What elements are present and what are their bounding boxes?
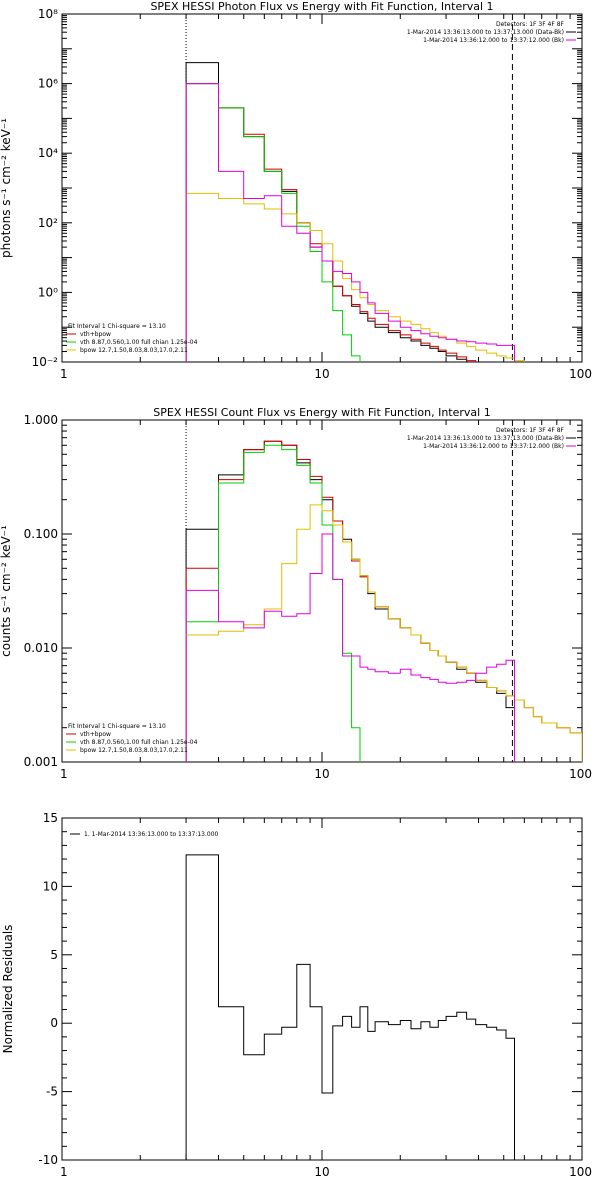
residuals-panel: Normalized Residuals 1 10 100 -10 -5 0 5 10 15 1. …	[1, 811, 592, 1179]
y-tick-label: 0	[50, 1016, 58, 1030]
series-bpow-line	[185, 192, 525, 362]
count-flux-panel: SPEX HESSI Count Flux vs Energy with Fit…	[0, 406, 592, 781]
y-tick-label: 10⁰	[38, 285, 58, 299]
x-tick-label: 1	[60, 367, 68, 381]
series-data-bk-line	[185, 440, 515, 762]
x-tick-label: 10	[314, 767, 329, 781]
plot-frame	[61, 419, 583, 763]
x-tick-label: 100	[569, 1165, 592, 1179]
chart-title: SPEX HESSI Photon Flux vs Energy with Fi…	[150, 0, 493, 13]
y-tick-label: 10⁸	[38, 7, 58, 21]
series-1-1-mar-2014-13-36-13-000-to-13-37-13-000-line	[185, 854, 515, 1160]
series-bk-line	[185, 533, 515, 762]
x-tick-label: 1	[60, 767, 68, 781]
y-tick-label: 1.000	[24, 413, 58, 427]
legend-entry: Detectors: 1F 3F 4F 8F	[496, 427, 565, 434]
legend-entry: vth 8.87,0.560,1.00 full chian 1.25e-04	[80, 739, 198, 746]
y-tick-label: 15	[43, 811, 58, 825]
series-vth-bpow-line	[185, 83, 477, 362]
series-bk-line	[185, 83, 515, 362]
y-tick-label: 0.010	[24, 641, 58, 655]
y-tick-label: 10	[43, 879, 58, 893]
series-vth-bpow-line	[185, 440, 582, 762]
y-tick-label: 10⁴	[38, 146, 58, 160]
y-axis-label: Normalized Residuals	[1, 925, 15, 1054]
legend-entry: bpow 12.7,1.50,8.03,8.03,17.0,2.11	[80, 747, 188, 754]
series-vth-line	[185, 444, 361, 762]
y-tick-label: 5	[50, 948, 58, 962]
legend-entry: 1-Mar-2014 13:36:13.000 to 13:37:13.000 …	[407, 29, 564, 36]
x-tick-label: 10	[314, 367, 329, 381]
y-tick-label: 0.001	[24, 755, 58, 769]
x-tick-label: 10	[314, 1165, 329, 1179]
photon-flux-panel: SPEX HESSI Photon Flux vs Energy with Fi…	[0, 0, 592, 381]
plot-frame	[61, 13, 583, 363]
legend-entry: vth+bpow	[80, 331, 111, 338]
y-tick-label: -5	[46, 1085, 58, 1099]
plot-frame	[61, 817, 583, 1161]
y-axis-label: photons s⁻¹ cm⁻² keV⁻¹	[0, 118, 13, 258]
legend-entry: bpow 12.7,1.50,8.03,8.03,17.0,2.11	[80, 347, 188, 354]
y-tick-label: 10²	[38, 216, 58, 230]
series-data-bk-line	[185, 62, 477, 362]
legend-entry: Fit Interval 1 Chi-square = 13.10	[68, 323, 166, 330]
y-axis-label: counts s⁻¹ cm⁻² keV⁻¹	[0, 525, 13, 657]
series-vth-line	[185, 83, 361, 362]
y-tick-label: -10	[38, 1153, 58, 1167]
y-tick-label: 0.100	[24, 527, 58, 541]
legend-entry: 1-Mar-2014 13:36:12.000 to 13:37:12.000 …	[423, 443, 564, 450]
series-bpow-line	[185, 504, 582, 762]
legend-entry: 1-Mar-2014 13:36:13.000 to 13:37:13.000 …	[407, 435, 564, 442]
x-tick-label: 100	[569, 367, 592, 381]
legend-entry: 1-Mar-2014 13:36:12.000 to 13:37:12.000 …	[423, 37, 564, 44]
chart-title: SPEX HESSI Count Flux vs Energy with Fit…	[153, 406, 490, 419]
x-tick-label: 100	[569, 767, 592, 781]
legend-entry: 1. 1-Mar-2014 13:36:13.000 to 13:37:13.0…	[84, 831, 219, 838]
legend-entry: vth 8.87,0.560,1.00 full chian 1.25e-04	[80, 339, 198, 346]
legend-entry: Detectors: 1F 3F 4F 8F	[496, 21, 565, 28]
y-tick-label: 10⁻²	[32, 355, 59, 369]
y-tick-label: 10⁶	[38, 77, 58, 91]
legend-entry: Fit Interval 1 Chi-square = 13.10	[68, 723, 166, 730]
legend-entry: vth+bpow	[80, 731, 111, 738]
x-tick-label: 1	[60, 1165, 68, 1179]
